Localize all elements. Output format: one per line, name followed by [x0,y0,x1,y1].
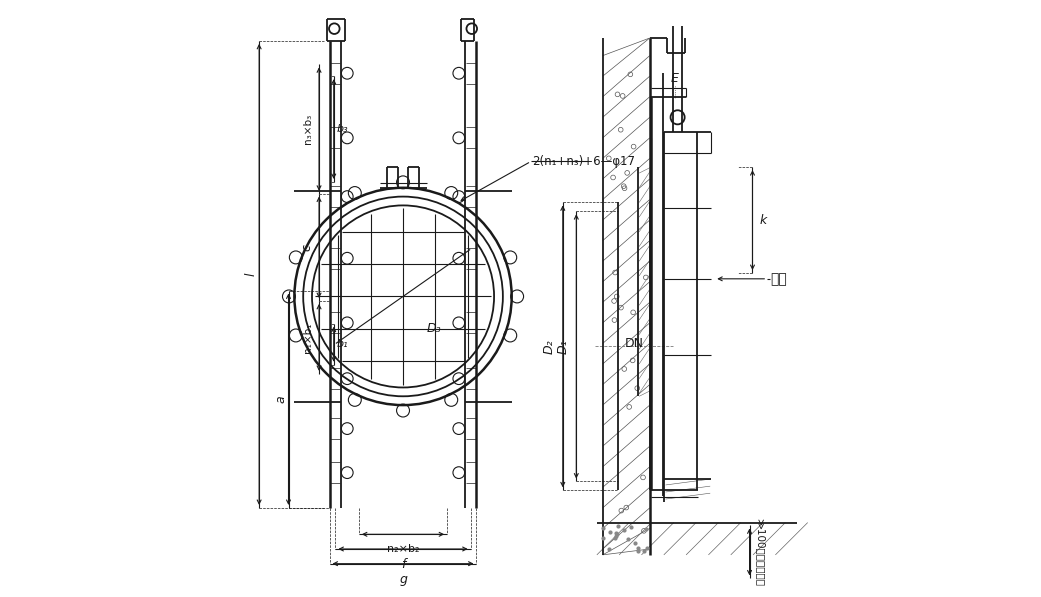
Text: a: a [275,395,288,403]
Text: c: c [300,244,313,251]
Text: E: E [671,72,679,85]
Text: D₂: D₂ [542,339,556,353]
Text: n₃×b₃: n₃×b₃ [303,114,313,144]
Text: n₁×b₁: n₁×b₁ [303,322,313,353]
Text: ≫100嵌入压力墙内: ≫100嵌入压力墙内 [756,518,765,586]
Text: n₂×b₂: n₂×b₂ [387,544,420,553]
Text: 水压: 水压 [770,272,787,286]
Text: 2(n₁+n₃)+6—φ17: 2(n₁+n₃)+6—φ17 [532,155,635,168]
Text: f: f [401,558,405,571]
Text: k: k [760,214,767,227]
Text: l: l [245,273,257,276]
Text: D₁: D₁ [556,339,569,353]
Text: DN: DN [625,337,643,350]
Text: b₁: b₁ [336,339,349,349]
Text: g: g [399,573,407,586]
Text: b₃: b₃ [336,124,349,134]
Text: D₃: D₃ [427,322,441,336]
